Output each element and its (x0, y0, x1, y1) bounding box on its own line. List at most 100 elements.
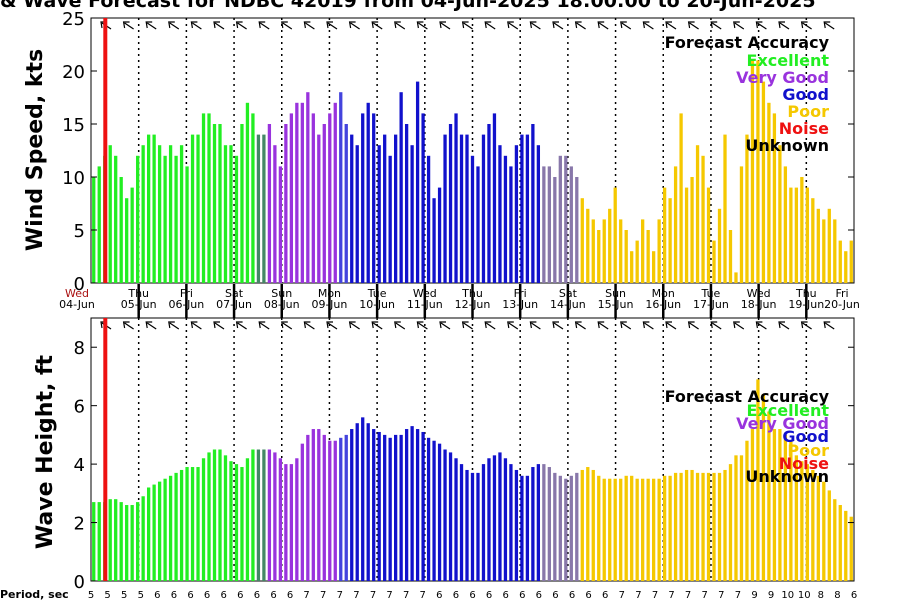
bar (251, 449, 255, 581)
bar (723, 134, 727, 283)
bar (536, 145, 541, 283)
bar (212, 124, 217, 283)
y-tick-label: 20 (62, 62, 85, 83)
bar (97, 502, 101, 581)
y-tick-label: 8 (74, 338, 85, 359)
bar (761, 393, 766, 581)
bar (443, 134, 447, 283)
period-value: 7 (370, 590, 376, 600)
bar (300, 443, 304, 581)
bar (256, 134, 261, 283)
day-name-label: Mon (652, 287, 675, 300)
bar (448, 452, 453, 581)
bar (624, 230, 628, 283)
bar (339, 437, 343, 581)
period-value: 6 (486, 590, 492, 600)
period-value: 7 (685, 590, 691, 600)
direction-arrow (122, 21, 134, 30)
bar (432, 198, 436, 283)
bar (311, 113, 315, 284)
bar (339, 92, 343, 283)
bar (542, 166, 546, 283)
direction-arrow (710, 321, 722, 330)
period-value: 6 (602, 590, 608, 600)
period-value: 6 (287, 590, 293, 600)
wave-legend-excellent: Excellent (747, 401, 830, 420)
bar (553, 472, 557, 581)
bar (520, 134, 524, 283)
period-value: 9 (751, 590, 757, 600)
period-value: 7 (320, 590, 326, 600)
bar (459, 134, 464, 283)
day-name-label: Sun (605, 287, 626, 300)
direction-arrow (303, 21, 315, 30)
bar (734, 455, 738, 581)
direction-arrow (303, 321, 315, 330)
bar (630, 475, 634, 581)
bar (597, 230, 601, 283)
direction-arrow (552, 21, 564, 30)
bar (421, 113, 425, 284)
period-value: 7 (735, 590, 741, 600)
bar (157, 145, 162, 283)
bar (492, 113, 497, 284)
bar (136, 155, 140, 283)
bar (613, 187, 617, 283)
direction-arrow (597, 21, 609, 30)
bar (657, 478, 661, 581)
day-name-label: Thu (795, 287, 817, 300)
bar (289, 464, 293, 581)
bar (152, 484, 156, 581)
bar (317, 429, 321, 581)
bar (443, 449, 447, 581)
bar (223, 145, 228, 283)
bar (811, 198, 815, 283)
bar (613, 478, 617, 581)
period-value: 7 (386, 590, 392, 600)
direction-arrow (326, 321, 338, 330)
direction-arrow (665, 321, 677, 330)
bar (240, 124, 244, 283)
bar (388, 437, 392, 581)
bar (800, 461, 804, 581)
bar (531, 467, 535, 581)
date-label: 04-Jun (59, 298, 95, 311)
direction-arrow (642, 21, 654, 30)
bar (723, 469, 727, 581)
bar (136, 502, 140, 581)
day-name-label: Wed (747, 287, 771, 300)
period-value: 8 (834, 590, 840, 600)
date-label: 16-Jun (645, 298, 681, 311)
wind-legend-very-good: Very Good (736, 68, 829, 87)
period-value: 5 (88, 590, 94, 600)
period-value: 6 (436, 590, 442, 600)
bar (487, 458, 491, 581)
bar (772, 113, 777, 284)
bar (706, 472, 711, 581)
period-value: 6 (851, 590, 857, 600)
y-tick-label: 25 (62, 9, 85, 30)
bar (344, 434, 348, 581)
bar (410, 426, 414, 581)
bar (454, 113, 458, 284)
bar (498, 452, 502, 581)
bar (849, 516, 853, 581)
day-name-label: Mon (318, 287, 341, 300)
direction-arrow (416, 21, 428, 30)
bar (300, 102, 304, 283)
bar (838, 505, 842, 581)
bar (838, 240, 842, 283)
bar (207, 452, 211, 581)
bar (481, 464, 486, 581)
bar (174, 472, 178, 581)
direction-arrow (665, 21, 677, 30)
bar (772, 429, 777, 581)
bar (624, 475, 628, 581)
bar (410, 145, 414, 283)
bar (465, 134, 469, 283)
bar (415, 81, 420, 283)
bar (509, 464, 513, 581)
bar (536, 464, 541, 581)
bar (333, 440, 337, 581)
bar (179, 145, 184, 283)
